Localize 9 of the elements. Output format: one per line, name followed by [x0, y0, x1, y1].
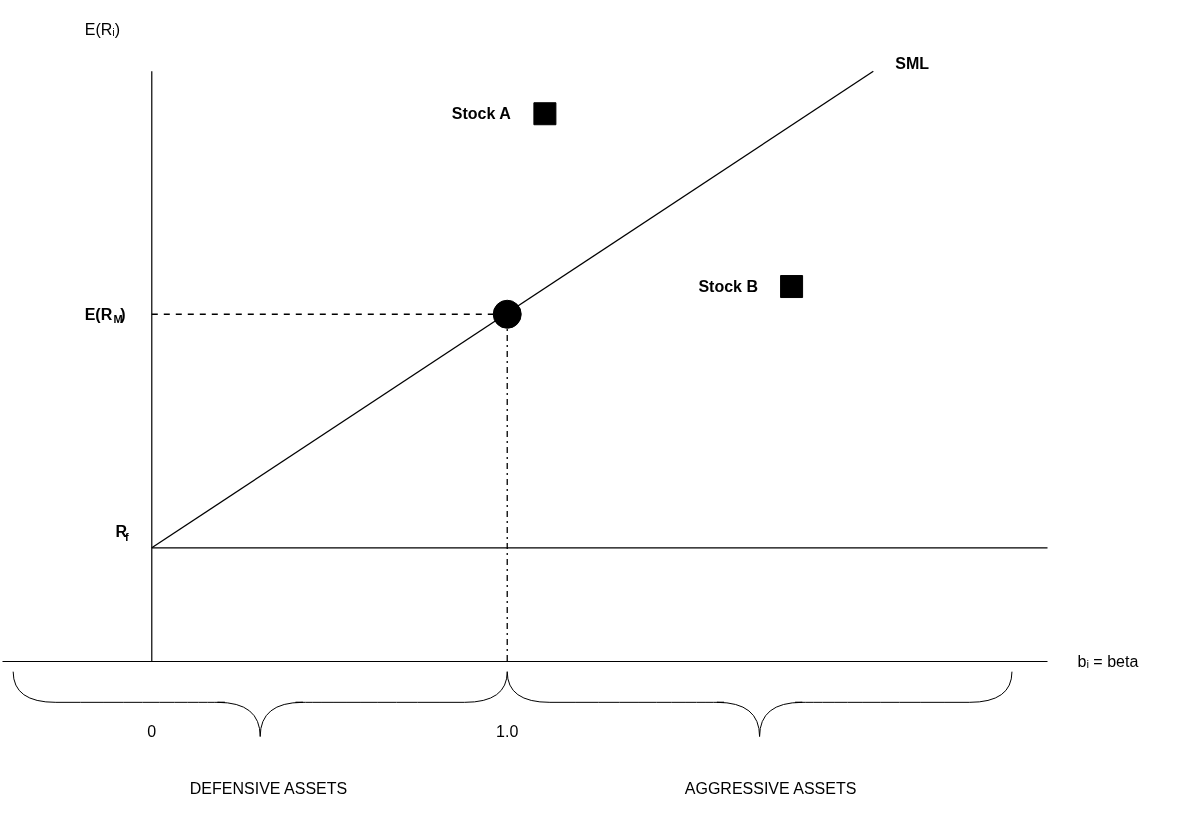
- y-axis-title: E(Rᵢ): [84, 21, 121, 39]
- series-label: SML: [895, 54, 930, 72]
- x-axis-title: bᵢ = beta: [1077, 652, 1139, 670]
- series-label: Stock A: [451, 105, 512, 123]
- series-label: Stock B: [698, 278, 758, 296]
- x-tick-label: 1.0: [496, 723, 519, 741]
- x-tick-label: 0: [147, 723, 157, 741]
- text: DEFENSIVE ASSETS: [189, 780, 348, 797]
- text: AGGRESSIVE ASSETS: [684, 780, 857, 797]
